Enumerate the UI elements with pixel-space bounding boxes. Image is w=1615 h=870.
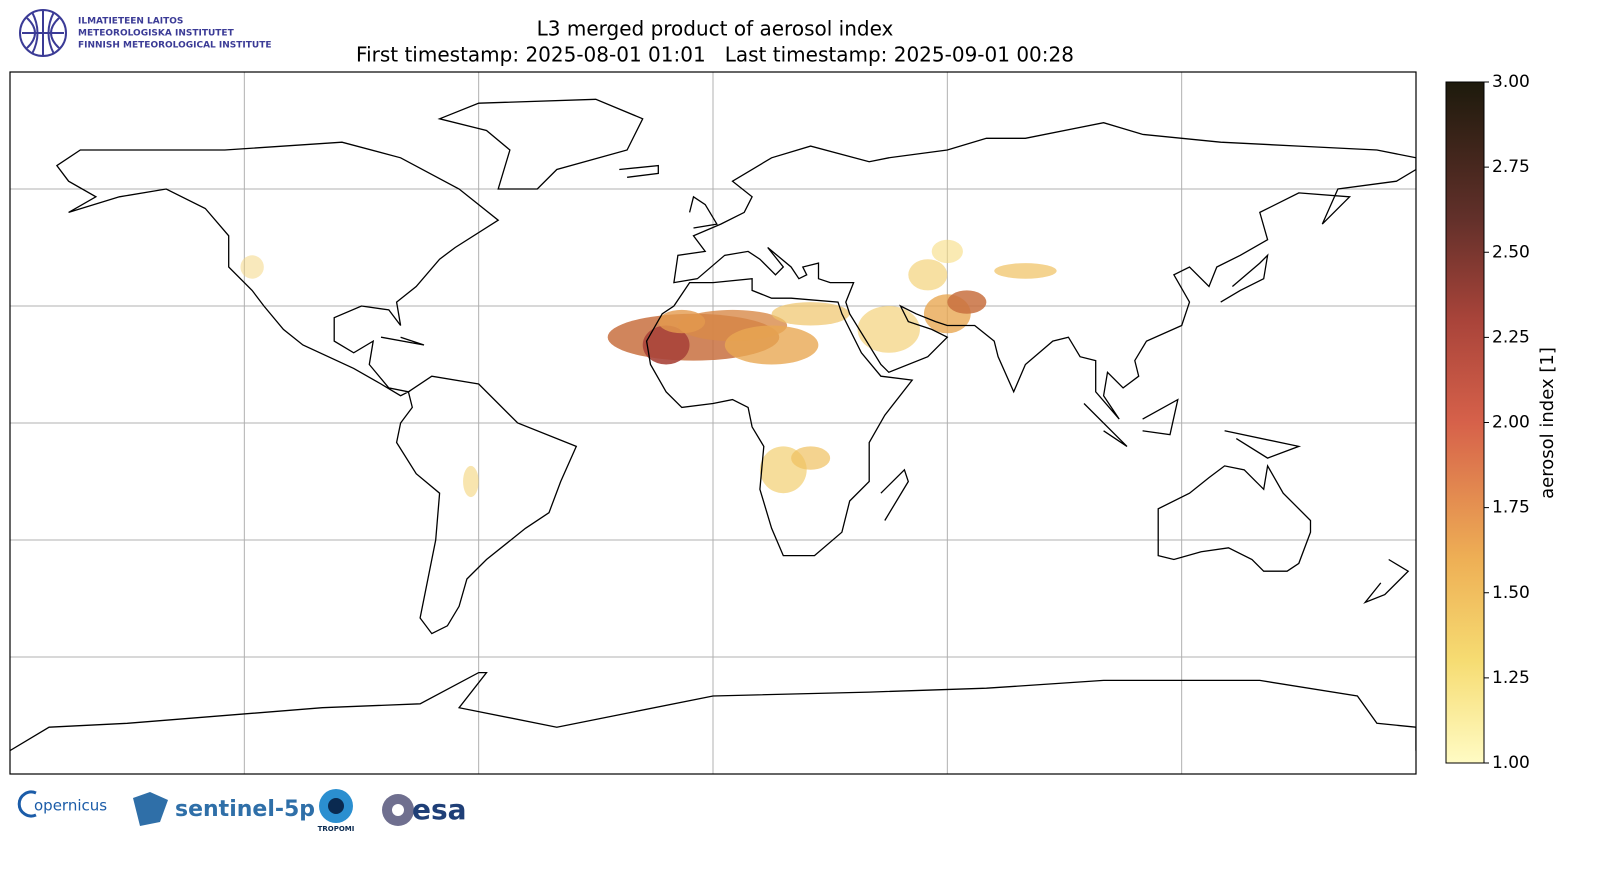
institute-name: METEOROLOGISKA INSTITUTET <box>78 29 235 39</box>
colorbar-label: aerosol index [1] <box>1537 347 1558 499</box>
coastline <box>55 141 500 397</box>
logo-text: esa <box>412 793 467 826</box>
aerosol-plume <box>658 309 706 334</box>
colorbar-tick-label: 2.75 <box>1492 157 1530 177</box>
fmi-logo <box>19 9 67 57</box>
coastline <box>380 336 425 346</box>
coastline <box>1142 398 1179 436</box>
aerosol-plume <box>857 306 920 353</box>
logo-text: sentinel-5p <box>175 797 315 822</box>
aerosol-plume <box>908 259 948 291</box>
colorbar-tick-label: 1.25 <box>1492 668 1530 688</box>
colorbar-ticks: 1.00 1.25 1.50 1.75 2.00 2.25 2.50 2.75 3.00 <box>1484 72 1530 773</box>
colorbar <box>1445 81 1485 764</box>
colorbar-tick-label: 2.50 <box>1492 242 1530 262</box>
coastline <box>880 468 910 521</box>
logo-text: opernicus <box>34 797 107 815</box>
coastline <box>673 122 1416 420</box>
subtitle: First timestamp: 2025-08-01 01:01 Last t… <box>356 43 1074 67</box>
coastline <box>437 98 644 190</box>
map-frame <box>9 71 1417 775</box>
aerosol-plume <box>642 325 690 365</box>
title: L3 merged product of aerosol index <box>537 17 894 41</box>
institute-name: ILMATIETEEN LAITOS <box>78 17 183 27</box>
coastline <box>395 375 578 635</box>
aerosol-plume <box>994 263 1057 279</box>
tropomi-logo: TROPOMI <box>318 789 355 833</box>
colorbar-tick-label: 1.75 <box>1492 498 1530 518</box>
coastline <box>645 277 914 557</box>
colorbar-tick-label: 2.00 <box>1492 413 1530 433</box>
copernicus-logo: opernicus <box>17 790 107 818</box>
coastline <box>1083 403 1128 447</box>
logo-text: TROPOMI <box>318 825 355 833</box>
coastline <box>619 164 659 178</box>
aerosol-plume <box>771 302 850 326</box>
colorbar-tick-label: 1.50 <box>1492 583 1530 603</box>
aerosol-plume <box>947 290 987 314</box>
coastline <box>1220 253 1269 303</box>
aerosol-plume <box>463 465 479 498</box>
aerosol-plume <box>931 239 963 264</box>
coastline <box>1157 463 1312 572</box>
map <box>10 72 1416 774</box>
institute-name: FINNISH METEOROLOGICAL INSTITUTE <box>78 41 272 51</box>
coastline <box>1224 430 1302 459</box>
aerosol-plume <box>724 325 819 365</box>
colorbar-tick-label: 1.00 <box>1492 753 1530 773</box>
colorbar-tick-label: 2.25 <box>1492 327 1530 347</box>
sentinel-logo: sentinel-5p <box>133 792 315 826</box>
coastline <box>10 671 1416 752</box>
esa-logo: esa <box>382 793 467 826</box>
coastline <box>1363 558 1410 604</box>
aerosol-plume <box>240 255 264 279</box>
coastline <box>688 195 718 229</box>
aerosol-plume <box>791 446 831 470</box>
colorbar-tick-label: 3.00 <box>1492 72 1530 92</box>
